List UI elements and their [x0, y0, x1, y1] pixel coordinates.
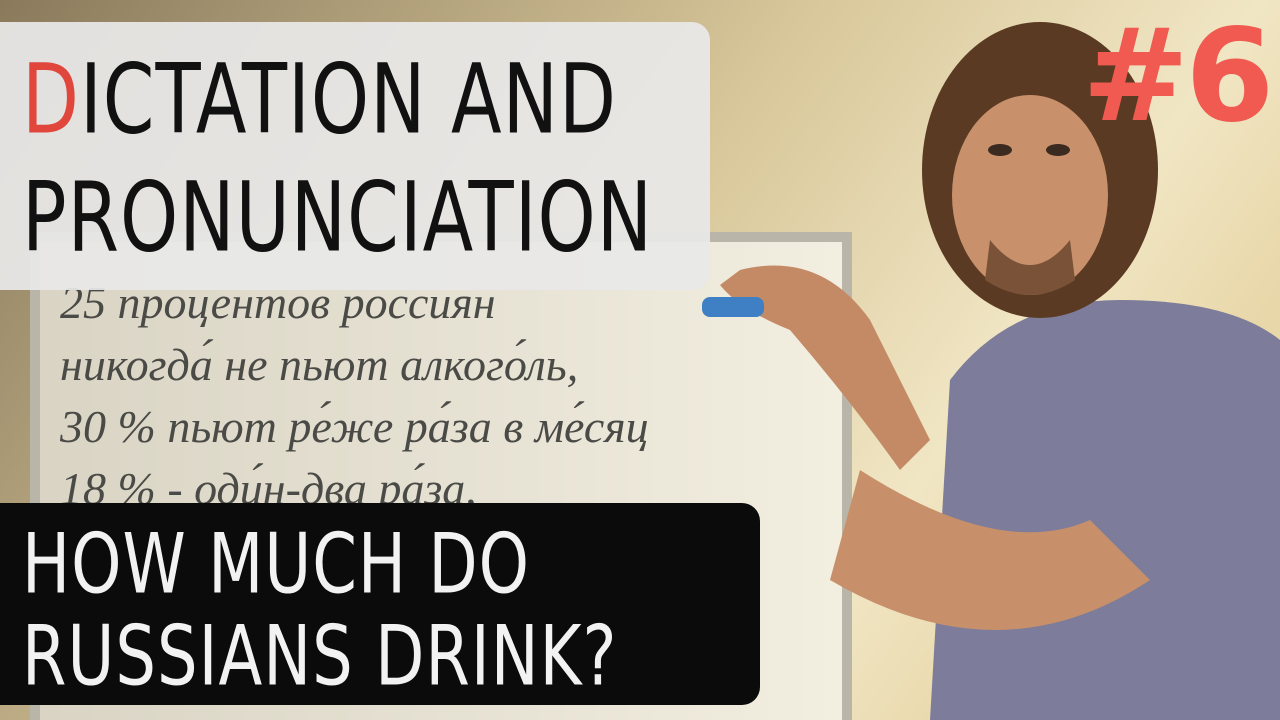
pointing-arm — [720, 265, 930, 470]
board-line: 30 % пьют ре́же ра́за в ме́сяц — [60, 401, 649, 452]
episode-number: #6 — [1082, 2, 1274, 151]
marker — [702, 297, 764, 317]
subtitle-line: HOW MUCH DO — [22, 517, 530, 614]
arm — [830, 470, 1150, 630]
subtitle-box: HOW MUCH DO RUSSIANS DRINK? — [0, 503, 760, 705]
board-line: никогда́ не пьют алкого́ль, — [60, 339, 579, 390]
title-line: DICTATION AND — [22, 44, 617, 156]
eye — [988, 144, 1012, 156]
subtitle-line: RUSSIANS DRINK? — [22, 609, 618, 706]
eye — [1046, 144, 1070, 156]
title-box: DICTATION AND PRONUNCIATION — [0, 22, 710, 290]
shirt — [930, 300, 1280, 720]
title-line: PRONUNCIATION — [22, 162, 654, 274]
whiteboard-text: 25 процентов россиян никогда́ не пьют ал… — [60, 272, 840, 520]
beard — [985, 240, 1075, 295]
